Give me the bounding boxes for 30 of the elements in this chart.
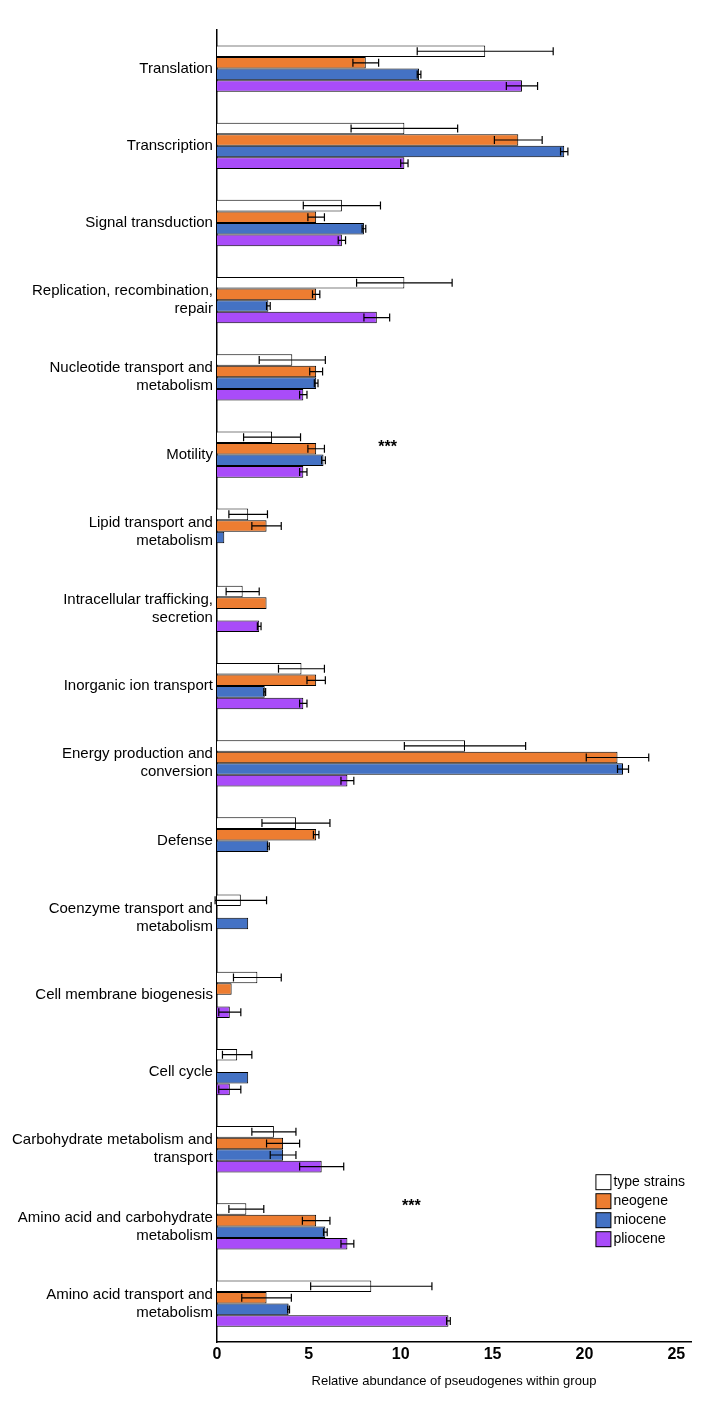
legend-label: type strains bbox=[613, 1173, 686, 1190]
y-tick-label: Cell membrane biogenesis bbox=[35, 984, 213, 1002]
y-tick-label: Defense bbox=[157, 830, 213, 848]
y-tick-label: Carbohydrate metabolism and transport bbox=[11, 1130, 214, 1166]
y-tick-label: Replication, recombination, repair bbox=[32, 281, 213, 317]
legend-label: miocene bbox=[613, 1211, 667, 1228]
y-tick-label: Inorganic ion transport bbox=[63, 676, 214, 694]
y-tick-label: Amino acid transport and metabolism bbox=[46, 1284, 213, 1320]
y-tick-label: Signal transduction bbox=[85, 213, 213, 231]
y-tick-label: Transcription bbox=[126, 135, 213, 153]
annotation: *** bbox=[378, 437, 398, 455]
x-tick-label: 0 bbox=[212, 1345, 222, 1363]
x-tick-label: 20 bbox=[575, 1345, 594, 1363]
y-tick-label: Cell cycle bbox=[148, 1062, 213, 1080]
x-axis-title: Relative abundance of pseudogenes within group bbox=[311, 1372, 597, 1388]
y-tick-label: Nucleotide transport and metabolism bbox=[49, 358, 213, 394]
y-tick-label: Translation bbox=[139, 58, 213, 76]
y-tick-label: Energy production and conversion bbox=[62, 744, 213, 780]
x-tick-label: 5 bbox=[304, 1345, 314, 1363]
y-tick-label: Motility bbox=[166, 444, 214, 462]
x-tick-label: 10 bbox=[391, 1345, 410, 1363]
annotation: *** bbox=[401, 1197, 422, 1215]
legend-label: pliocene bbox=[613, 1230, 666, 1247]
y-tick-label: Coenzyme transport and metabolism bbox=[48, 898, 213, 934]
y-tick-label: Amino acid and carbohydrate metabolism bbox=[17, 1207, 213, 1243]
y-tick-label: Lipid transport and metabolism bbox=[88, 512, 213, 548]
y-tick-label: Intracellular trafficking, secretion bbox=[63, 590, 213, 626]
x-tick-label: 15 bbox=[483, 1345, 502, 1363]
x-tick-label: 25 bbox=[667, 1345, 686, 1363]
legend-label: neogene bbox=[613, 1192, 669, 1209]
